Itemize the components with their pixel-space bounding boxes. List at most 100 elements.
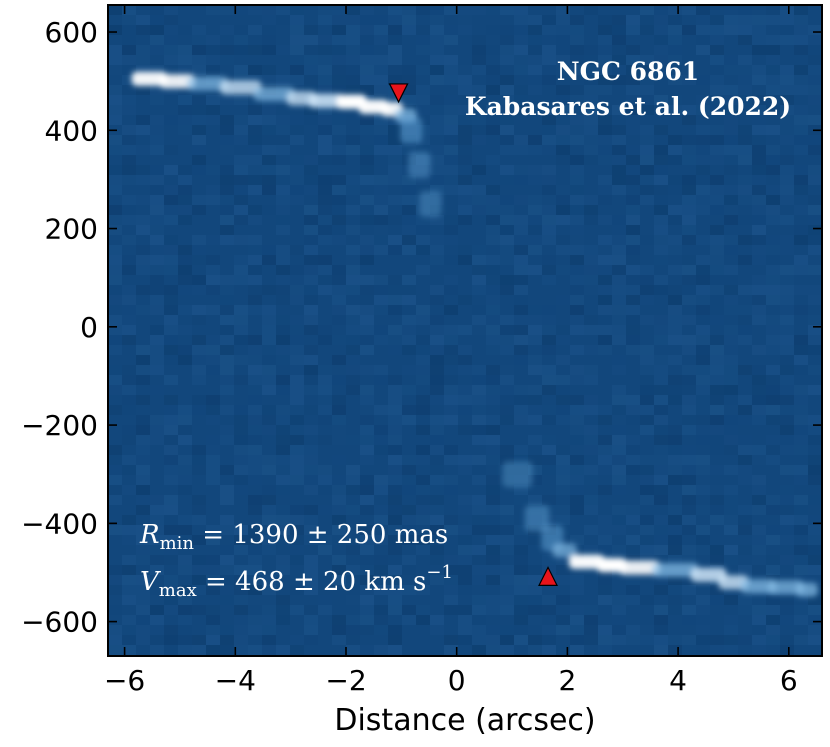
- noise-cell: [304, 375, 318, 385]
- noise-cell: [654, 635, 668, 645]
- noise-cell: [682, 535, 696, 545]
- noise-cell: [780, 485, 794, 495]
- noise-cell: [752, 15, 766, 25]
- noise-cell: [682, 555, 696, 565]
- noise-cell: [332, 525, 346, 535]
- noise-cell: [248, 375, 262, 385]
- noise-cell: [234, 195, 248, 205]
- noise-cell: [248, 115, 262, 125]
- noise-cell: [612, 595, 626, 605]
- noise-cell: [752, 235, 766, 245]
- noise-cell: [570, 235, 584, 245]
- noise-cell: [766, 215, 780, 225]
- noise-cell: [136, 535, 150, 545]
- noise-cell: [640, 535, 654, 545]
- noise-cell: [794, 515, 808, 525]
- noise-cell: [444, 95, 458, 105]
- noise-cell: [696, 315, 710, 325]
- noise-cell: [276, 265, 290, 275]
- noise-cell: [164, 335, 178, 345]
- noise-cell: [220, 285, 234, 295]
- noise-cell: [752, 35, 766, 45]
- noise-cell: [430, 115, 444, 125]
- noise-cell: [514, 585, 528, 595]
- noise-cell: [388, 5, 402, 15]
- noise-cell: [402, 445, 416, 455]
- noise-cell: [654, 425, 668, 435]
- noise-cell: [626, 625, 640, 635]
- noise-cell: [640, 345, 654, 355]
- noise-cell: [136, 585, 150, 595]
- noise-cell: [304, 325, 318, 335]
- noise-cell: [416, 315, 430, 325]
- noise-cell: [276, 295, 290, 305]
- noise-cell: [780, 245, 794, 255]
- noise-cell: [430, 5, 444, 15]
- noise-cell: [234, 45, 248, 55]
- noise-cell: [388, 475, 402, 485]
- noise-cell: [570, 635, 584, 645]
- noise-cell: [458, 465, 472, 475]
- noise-cell: [486, 5, 500, 15]
- noise-cell: [332, 415, 346, 425]
- noise-cell: [654, 525, 668, 535]
- noise-cell: [374, 485, 388, 495]
- noise-cell: [304, 475, 318, 485]
- noise-cell: [150, 345, 164, 355]
- noise-cell: [458, 25, 472, 35]
- noise-cell: [122, 15, 136, 25]
- noise-cell: [808, 545, 822, 555]
- noise-cell: [724, 335, 738, 345]
- noise-cell: [724, 195, 738, 205]
- noise-cell: [682, 115, 696, 125]
- noise-cell: [220, 515, 234, 525]
- noise-cell: [640, 105, 654, 115]
- noise-cell: [570, 95, 584, 105]
- noise-cell: [514, 245, 528, 255]
- noise-cell: [626, 45, 640, 55]
- noise-cell: [752, 135, 766, 145]
- noise-cell: [150, 625, 164, 635]
- noise-cell: [374, 185, 388, 195]
- noise-cell: [598, 75, 612, 85]
- noise-cell: [108, 95, 122, 105]
- noise-cell: [570, 485, 584, 495]
- noise-cell: [542, 645, 556, 655]
- noise-cell: [738, 215, 752, 225]
- noise-cell: [696, 125, 710, 135]
- noise-cell: [332, 185, 346, 195]
- noise-cell: [192, 355, 206, 365]
- noise-cell: [710, 275, 724, 285]
- noise-cell: [556, 355, 570, 365]
- noise-cell: [178, 55, 192, 65]
- noise-cell: [248, 25, 262, 35]
- noise-cell: [486, 285, 500, 295]
- noise-cell: [542, 375, 556, 385]
- noise-cell: [234, 35, 248, 45]
- noise-cell: [122, 485, 136, 495]
- noise-cell: [192, 495, 206, 505]
- noise-cell: [486, 415, 500, 425]
- noise-cell: [500, 5, 514, 15]
- noise-cell: [360, 495, 374, 505]
- noise-cell: [136, 265, 150, 275]
- noise-cell: [388, 395, 402, 405]
- noise-cell: [192, 125, 206, 135]
- noise-cell: [318, 135, 332, 145]
- noise-cell: [542, 405, 556, 415]
- noise-cell: [808, 335, 822, 345]
- noise-cell: [388, 545, 402, 555]
- noise-cell: [766, 425, 780, 435]
- noise-cell: [458, 185, 472, 195]
- noise-cell: [598, 645, 612, 655]
- noise-cell: [220, 335, 234, 345]
- noise-cell: [654, 255, 668, 265]
- noise-cell: [738, 635, 752, 645]
- noise-cell: [220, 175, 234, 185]
- noise-cell: [584, 265, 598, 275]
- noise-cell: [752, 525, 766, 535]
- noise-cell: [248, 5, 262, 15]
- noise-cell: [150, 605, 164, 615]
- noise-cell: [220, 45, 234, 55]
- noise-cell: [220, 135, 234, 145]
